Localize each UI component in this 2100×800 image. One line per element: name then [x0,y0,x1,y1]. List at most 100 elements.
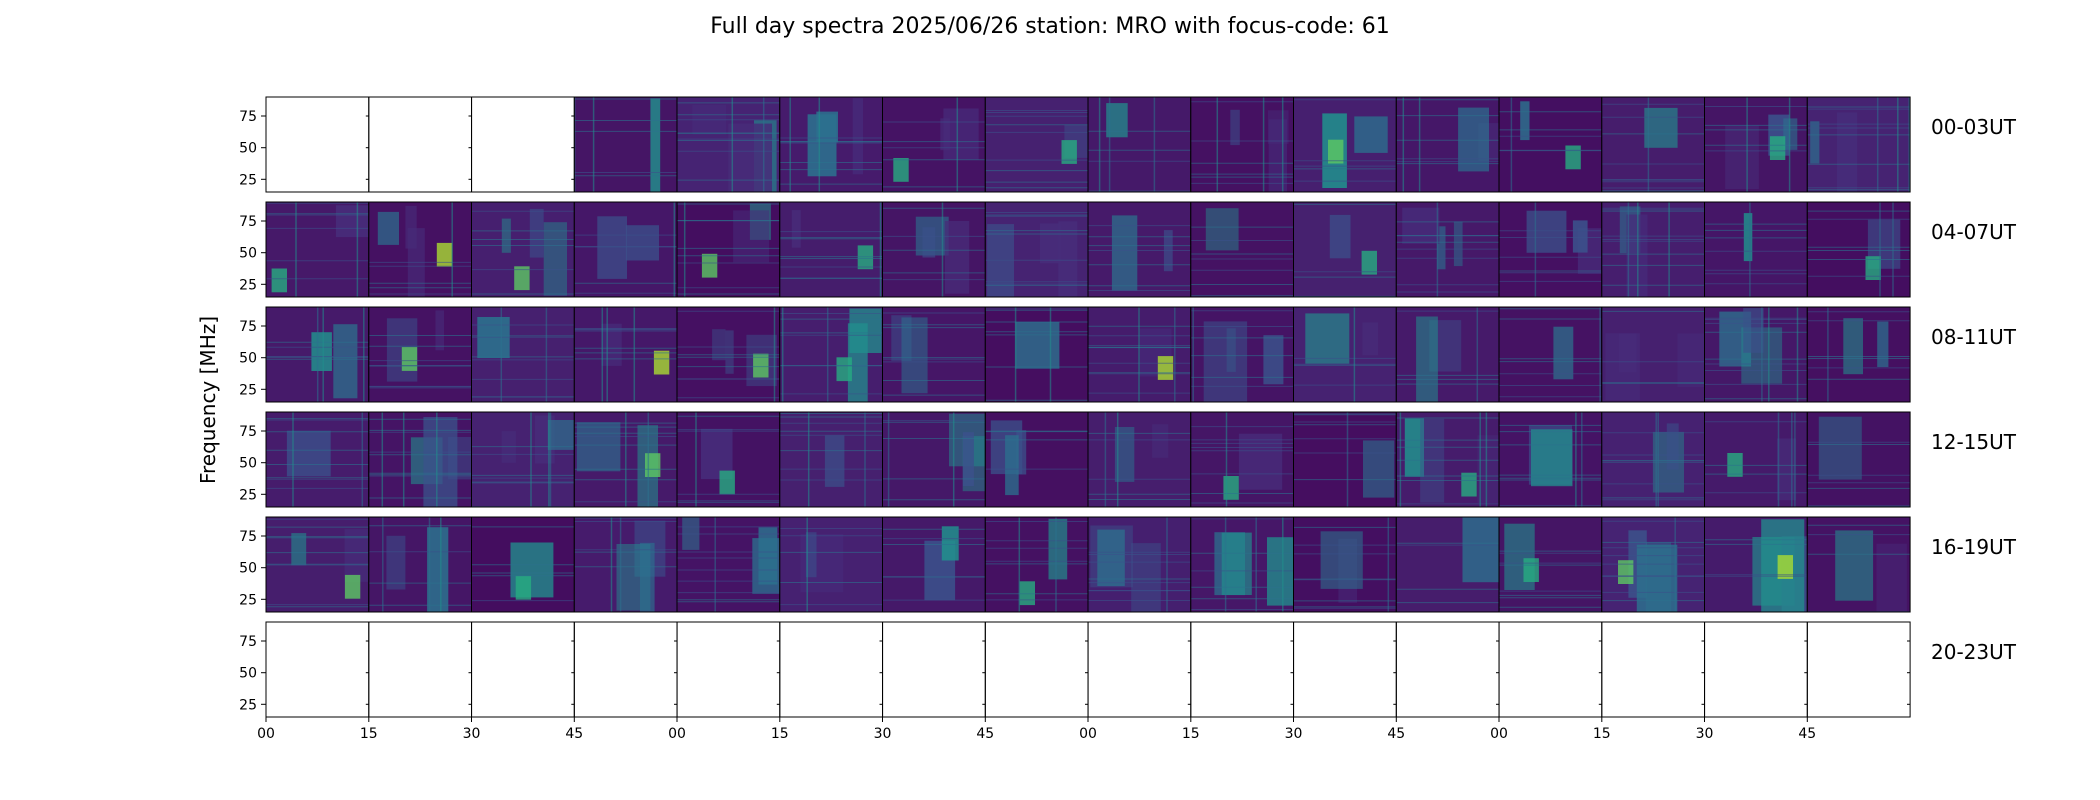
spectrum-panel [882,201,986,298]
spectrum-panel [1601,96,1706,193]
x-tick-label: 00 [1079,726,1097,742]
spectrum-panel [265,96,370,193]
spectra-row-08-11UT: 25 50 75 08-11UT [239,306,2017,403]
spectrum-panel [1395,306,1500,403]
spectra-row-20-23UT: 25 50 75 20-23UT [239,621,2017,718]
spectrum-panel [1806,306,1911,403]
y-tick-label: 50 [239,456,257,472]
x-tick-label: 30 [1696,726,1714,742]
spectrum-panel [1498,201,1603,298]
spectrum-panel [1498,96,1603,193]
spectrum-panel [573,306,678,403]
spectrum-panel [1601,201,1706,298]
spectrum-panel [882,621,986,718]
spectrum-panel [471,306,575,403]
spectrum-panel [573,411,678,508]
y-tick-label: 25 [239,487,257,503]
spectrum-panel [265,516,370,613]
spectra-row-12-15UT: 25 50 75 12-15UT [239,411,2017,508]
spectra-row-00-03UT: 25 50 75 00-03UT [239,96,2017,193]
row-label: 08-11UT [1931,325,2017,349]
spectrum-panel [573,621,678,718]
spectrum-panel [471,411,575,508]
spectrum-panel [1498,411,1603,508]
spectrum-panel [1395,411,1500,508]
y-tick-label: 50 [239,246,257,262]
x-tick-label: 45 [565,726,583,742]
spectrum-panel [1190,516,1295,613]
row-label: 20-23UT [1931,640,2017,664]
spectrum-panel [779,201,884,298]
y-axis-label: Frequency [MHz] [196,316,220,484]
spectrum-panel [1601,306,1706,403]
y-tick-label: 50 [239,141,257,157]
y-tick-label: 75 [239,214,257,230]
y-tick-label: 25 [239,592,257,608]
spectrum-panel [471,516,575,613]
y-tick-label: 50 [239,351,257,367]
spectrum-panel [1190,96,1295,193]
spectrum-panel [1087,621,1192,718]
spectrum-panel [1087,516,1192,613]
row-label: 16-19UT [1931,535,2017,559]
spectrum-panel [676,411,781,508]
spectrum-panel [1498,306,1603,403]
x-tick-label: 30 [463,726,481,742]
spectrum-panel [265,306,370,403]
spectrum-panel [984,411,1089,508]
spectrum-panel [368,516,473,613]
spectrum-panel [573,96,678,193]
spectrum-panel [882,306,986,403]
spectrum-panel [1293,306,1397,403]
spectrum-panel [676,621,781,718]
spectrum-panel [1704,516,1808,613]
spectrum-panel [676,306,781,403]
spectrum-panel [265,411,370,508]
spectrum-panel [984,621,1089,718]
x-tick-label: 30 [874,726,892,742]
spectrum-panel [471,96,575,193]
spectrum-panel [1601,516,1706,613]
spectrum-panel [471,201,575,298]
y-tick-label: 25 [239,277,257,293]
x-tick-label: 00 [1490,726,1508,742]
spectrum-panel [779,516,884,613]
spectrum-panel [984,96,1089,193]
spectrum-panel [1806,621,1911,718]
spectrum-panel [676,516,781,613]
spectrum-panel [265,621,370,718]
spectrum-panel [1704,96,1808,193]
spectrum-panel [1293,621,1397,718]
spectrum-panel [1087,306,1192,403]
x-tick-label: 45 [1387,726,1405,742]
y-tick-label: 25 [239,697,257,713]
row-label: 12-15UT [1931,430,2017,454]
y-tick-label: 75 [239,319,257,335]
spectrum-panel [573,516,678,613]
spectrum-panel [1704,306,1808,403]
spectrum-panel [1395,621,1500,718]
x-tick-label: 45 [976,726,994,742]
spectrum-panel [1293,201,1397,298]
spectrum-panel [882,516,986,613]
row-label: 00-03UT [1931,115,2017,139]
spectrum-panel [1806,411,1911,508]
spectra-row-04-07UT: 25 50 75 04-07UT [239,201,2017,298]
spectrum-panel [1704,411,1808,508]
spectrum-panel [1190,306,1295,403]
x-tick-label: 30 [1285,726,1303,742]
spectrum-panel [1395,96,1500,193]
spectrum-panel [1395,516,1500,613]
spectrum-panel [984,516,1089,613]
spectrum-panel [1395,201,1500,298]
spectrum-panel [368,306,473,403]
spectrum-panel [1087,411,1192,508]
spectrum-panel [676,96,781,193]
spectrum-panel [882,96,986,193]
spectrum-panel [368,201,473,298]
y-tick-label: 25 [239,382,257,398]
spectrum-panel [1087,96,1192,193]
spectrum-panel [779,96,884,193]
